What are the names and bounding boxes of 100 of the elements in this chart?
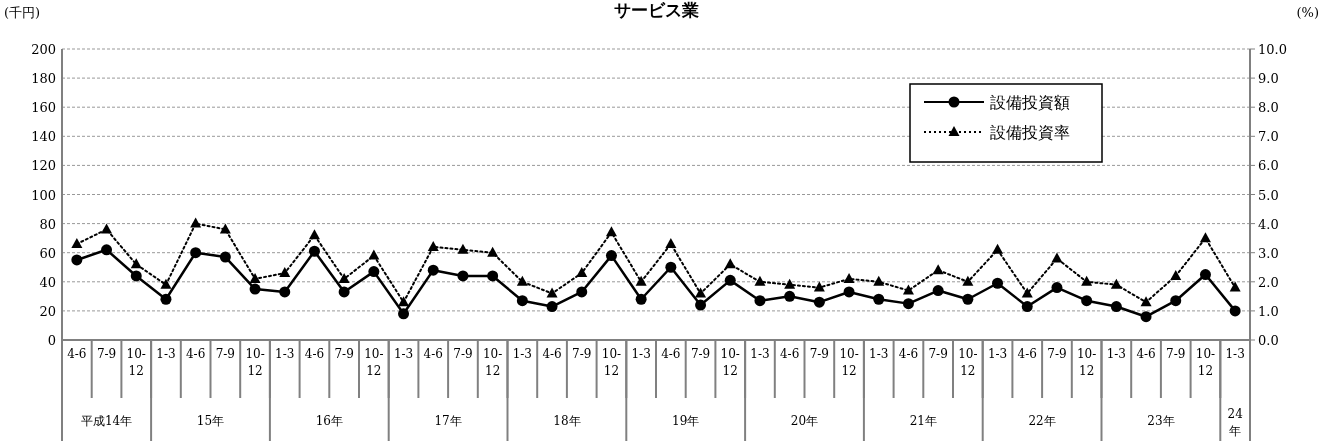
point	[754, 295, 766, 307]
point	[457, 243, 469, 254]
point	[219, 251, 231, 263]
point	[101, 223, 113, 234]
y-axis-title: (千円)	[4, 5, 41, 20]
point	[1170, 295, 1182, 307]
point	[1081, 275, 1093, 286]
x-tick-label: 1-3	[869, 347, 889, 361]
x-tick-label: 1-3	[987, 347, 1008, 361]
point	[1140, 311, 1152, 323]
y2-tick-label: 0.0	[1258, 333, 1279, 348]
y-tick-label: 20	[39, 303, 56, 319]
x-tick-label: 1-3	[393, 347, 414, 361]
point	[902, 298, 914, 310]
point	[1051, 282, 1063, 294]
y2-tick-label: 5.0	[1258, 187, 1279, 203]
point	[249, 272, 261, 283]
y-tick-label: 180	[31, 71, 56, 87]
point	[1021, 301, 1033, 313]
point	[368, 266, 380, 278]
point	[962, 275, 974, 286]
point	[130, 258, 142, 269]
point	[516, 295, 528, 307]
text: 16年	[315, 414, 343, 428]
text: 19年	[672, 414, 700, 428]
y2-tick-label: 3.0	[1258, 245, 1279, 261]
point	[902, 284, 914, 295]
y-tick-label: 80	[39, 216, 56, 232]
point	[308, 229, 320, 240]
point	[635, 275, 647, 286]
point	[71, 237, 83, 248]
y2-tick-label: 10.0	[1258, 42, 1287, 57]
point	[576, 267, 588, 278]
point	[992, 277, 1004, 289]
point	[754, 275, 766, 286]
x-tick-label: 10- 12	[364, 347, 384, 378]
point	[368, 249, 380, 260]
point	[843, 286, 855, 298]
point	[546, 287, 558, 298]
x-tick-label: 7-9	[1047, 347, 1067, 361]
point	[813, 281, 825, 292]
x-tick-label: 7-9	[215, 347, 236, 361]
y-tick-label: 140	[31, 129, 56, 145]
text: 18年	[553, 414, 581, 428]
point	[873, 275, 885, 286]
point	[724, 274, 736, 286]
x-tick-label: 1-3	[1106, 347, 1127, 361]
x-tick-label: 1-3	[156, 347, 176, 361]
point	[784, 290, 796, 302]
y-tick-label: 40	[39, 274, 56, 290]
point	[338, 272, 350, 283]
x-tick-label: 7-9	[572, 347, 592, 361]
y-tick-label: 100	[31, 187, 56, 203]
point	[605, 226, 617, 237]
y2-tick-label: 4.0	[1258, 216, 1279, 232]
point	[1229, 281, 1241, 292]
point	[190, 247, 202, 259]
point	[279, 267, 291, 278]
point	[932, 264, 944, 275]
text: 平成14年	[80, 414, 133, 428]
point	[71, 254, 83, 266]
x-tick-label: 10- 12	[720, 347, 740, 378]
text: 24 年	[1227, 407, 1244, 438]
chart-title: サービス業	[613, 0, 699, 20]
point	[338, 286, 350, 298]
point	[487, 246, 499, 257]
point	[843, 272, 855, 283]
point	[695, 287, 707, 298]
x-tick-label: 10- 12	[245, 347, 265, 378]
x-tick-label: 4-6	[423, 347, 443, 361]
text: 20年	[790, 414, 819, 428]
point	[1229, 305, 1241, 317]
x-tick-label: 10- 12	[482, 347, 503, 378]
point	[427, 240, 439, 251]
point	[962, 293, 974, 305]
x-tick-label: 7-9	[1166, 347, 1186, 361]
point	[873, 293, 885, 305]
point	[784, 278, 796, 289]
x-tick-label: 7-9	[928, 347, 948, 361]
x-tick-label: 10- 12	[601, 347, 622, 378]
point	[160, 278, 172, 289]
point	[219, 223, 231, 234]
y-tick-label: 0	[47, 333, 56, 348]
point	[1170, 269, 1182, 280]
y2-tick-label: 2.0	[1258, 274, 1279, 290]
y2-tick-label: 7.0	[1258, 129, 1279, 145]
x-tick-label: 7-9	[96, 347, 117, 361]
x-tick-label: 4-6	[898, 347, 919, 361]
text: 17年	[434, 414, 462, 428]
legend-label: 設備投資率	[990, 123, 1070, 142]
point	[813, 296, 825, 308]
point	[665, 261, 677, 273]
text: 23年	[1147, 414, 1175, 428]
point	[249, 283, 261, 295]
text: 15年	[196, 414, 225, 428]
point	[605, 250, 617, 262]
x-tick-label: 4-6	[661, 347, 681, 361]
x-tick-label: 4-6	[1017, 347, 1037, 361]
point	[546, 301, 558, 313]
x-tick-label: 4-6	[185, 347, 206, 361]
